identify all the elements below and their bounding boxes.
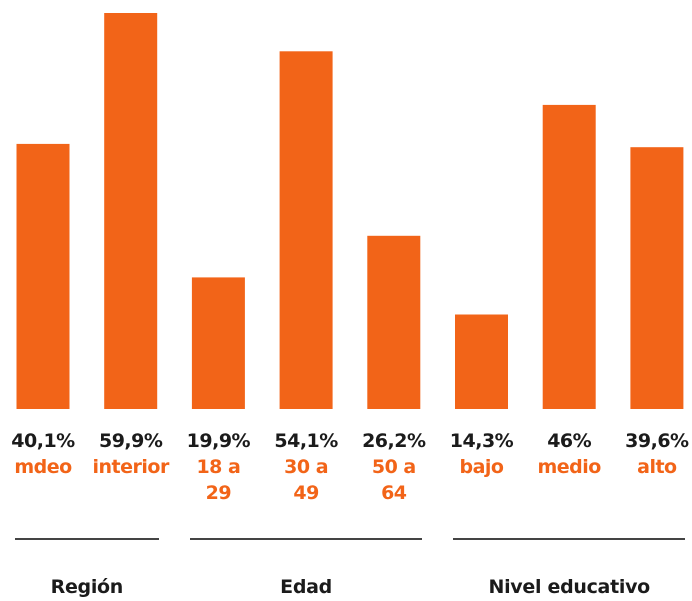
value-label-3: 54,1%: [274, 430, 338, 452]
category-label-7: alto: [637, 456, 677, 478]
bar-6: [542, 104, 596, 410]
category-label-0: mdeo: [14, 456, 72, 478]
group-divider-0: [14, 538, 160, 540]
column-label-6: 46% medio: [523, 428, 615, 480]
value-label-6: 46%: [547, 430, 592, 452]
value-label-4: 26,2%: [362, 430, 426, 452]
column-label-2: 19,9% 18 a 29: [172, 428, 264, 506]
bar-5: [455, 314, 508, 409]
value-label-1: 59,9%: [98, 430, 163, 452]
column-label-0: 40,1% mdeo: [0, 428, 89, 480]
column-label-3: 54,1% 30 a 49: [260, 428, 352, 506]
category-label-6: medio: [537, 456, 602, 478]
bar-3: [279, 51, 333, 410]
category-label-5: bajo: [459, 456, 505, 478]
category-label-3: 30 a 49: [284, 456, 329, 504]
bar-2: [191, 277, 245, 409]
value-label-2: 19,9%: [186, 430, 251, 452]
group-name-2: Nivel educativo: [488, 576, 650, 598]
value-label-5: 14,3%: [449, 430, 514, 452]
value-label-7: 39,6%: [625, 430, 689, 452]
group-name-0: Región: [50, 576, 124, 598]
bar-4: [367, 235, 421, 409]
bar-7: [630, 147, 684, 409]
group-divider-2: [453, 538, 686, 540]
column-label-7: 39,6% alto: [611, 428, 692, 480]
group-name-1: Edad: [280, 576, 332, 598]
category-label-4: 50 a 64: [371, 456, 416, 504]
bar-0: [16, 143, 70, 409]
category-label-1: interior: [92, 456, 170, 478]
value-label-0: 40,1%: [11, 430, 75, 452]
column-label-1: 59,9% interior: [85, 428, 177, 480]
column-label-4: 26,2% 50 a 64: [348, 428, 440, 506]
category-label-2: 18 a 29: [196, 456, 241, 504]
column-label-5: 14,3% bajo: [436, 428, 528, 480]
group-divider-1: [189, 538, 423, 540]
bar-1: [104, 13, 158, 409]
